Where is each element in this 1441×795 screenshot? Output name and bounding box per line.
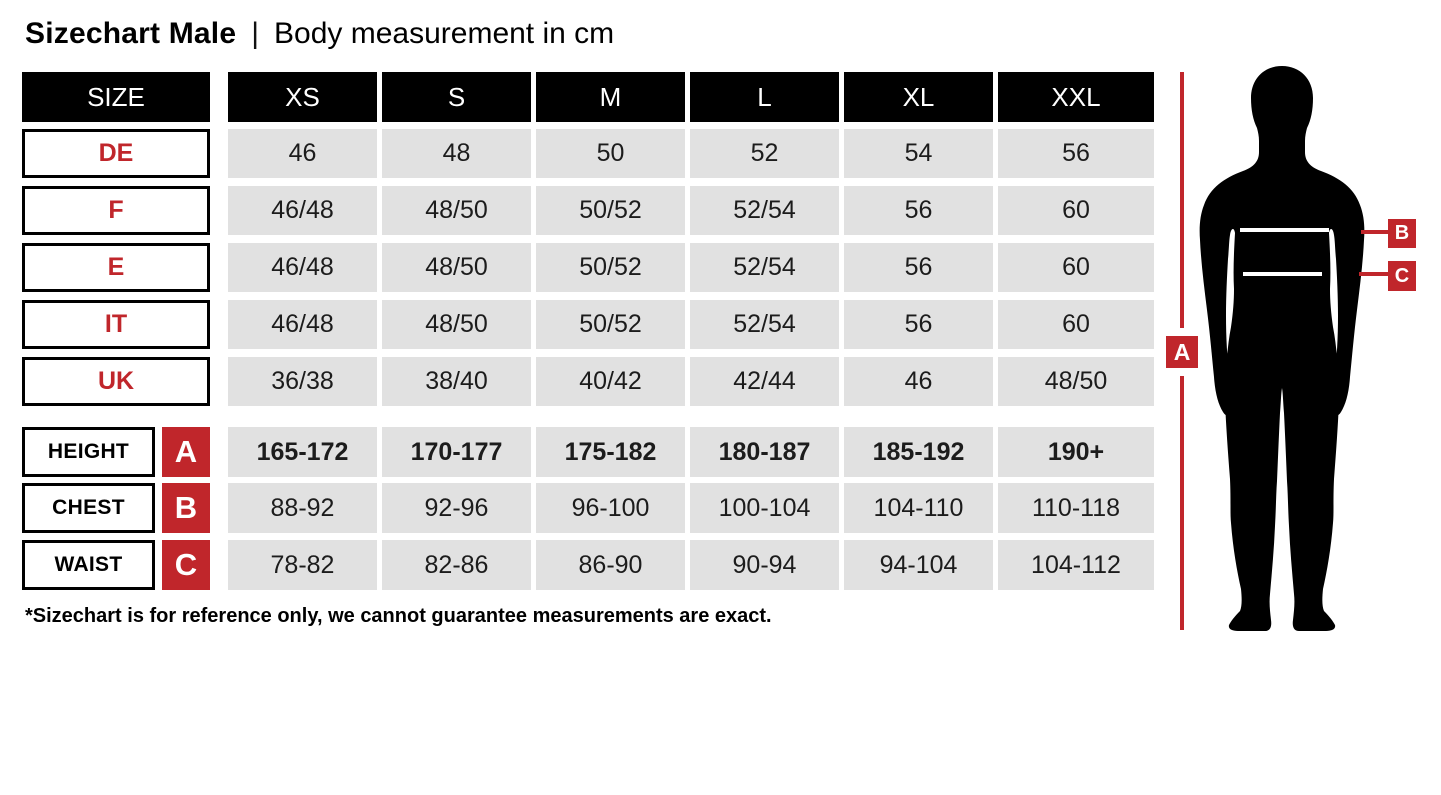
row-label-uk: UK (22, 357, 210, 406)
cell-uk-s: 38/40 (382, 357, 531, 406)
cell-chest-xs: 88-92 (228, 483, 377, 533)
cell-de-s: 48 (382, 129, 531, 178)
table-row-de: DE 46 48 50 52 54 56 (22, 129, 1154, 178)
title-main: Sizechart Male (25, 17, 237, 50)
cell-f-l: 52/54 (690, 186, 839, 235)
cell-uk-l: 42/44 (690, 357, 839, 406)
table-row-f: F 46/48 48/50 50/52 52/54 56 60 (22, 186, 1154, 235)
cell-height-m: 175-182 (536, 427, 685, 477)
cell-waist-l: 90-94 (690, 540, 839, 590)
cell-it-xxl: 60 (998, 300, 1154, 349)
cell-waist-xxl: 104-112 (998, 540, 1154, 590)
cell-waist-xs: 78-82 (228, 540, 377, 590)
row-label-e: E (22, 243, 210, 292)
cell-f-xs: 46/48 (228, 186, 377, 235)
cell-it-xl: 56 (844, 300, 993, 349)
cell-e-xs: 46/48 (228, 243, 377, 292)
title-subtitle: Body measurement in cm (274, 17, 615, 50)
cell-de-xxl: 56 (998, 129, 1154, 178)
table-row-uk: UK 36/38 38/40 40/42 42/44 46 48/50 (22, 357, 1154, 406)
row-label-it: IT (22, 300, 210, 349)
cell-e-m: 50/52 (536, 243, 685, 292)
chest-connector-line (1361, 230, 1388, 234)
cell-de-xl: 54 (844, 129, 993, 178)
cell-chest-s: 92-96 (382, 483, 531, 533)
row-label-chest: CHEST (22, 483, 155, 533)
chest-measure-line (1240, 228, 1329, 232)
cell-height-xxl: 190+ (998, 427, 1154, 477)
col-header-xxl: XXL (998, 72, 1154, 122)
col-header-xl: XL (844, 72, 993, 122)
cell-height-xl: 185-192 (844, 427, 993, 477)
cell-uk-xl: 46 (844, 357, 993, 406)
table-row-chest: CHEST B 88-92 92-96 96-100 100-104 104-1… (22, 483, 1154, 533)
cell-e-xxl: 60 (998, 243, 1154, 292)
cell-de-l: 52 (690, 129, 839, 178)
cell-f-m: 50/52 (536, 186, 685, 235)
body-silhouette-path (1199, 66, 1365, 631)
cell-uk-xxl: 48/50 (998, 357, 1154, 406)
cell-it-xs: 46/48 (228, 300, 377, 349)
cell-it-s: 48/50 (382, 300, 531, 349)
col-header-l: L (690, 72, 839, 122)
cell-f-xl: 56 (844, 186, 993, 235)
table-row-waist: WAIST C 78-82 82-86 86-90 90-94 94-104 1… (22, 540, 1154, 590)
size-header-cell: SIZE (22, 72, 210, 122)
cell-height-l: 180-187 (690, 427, 839, 477)
col-header-m: M (536, 72, 685, 122)
cell-f-xxl: 60 (998, 186, 1154, 235)
male-body-silhouette (1199, 66, 1365, 631)
cell-uk-m: 40/42 (536, 357, 685, 406)
table-row-e: E 46/48 48/50 50/52 52/54 56 60 (22, 243, 1154, 292)
waist-letter-badge: C (162, 540, 210, 590)
title-separator: | (251, 17, 260, 50)
waist-connector-line (1359, 272, 1388, 276)
cell-e-s: 48/50 (382, 243, 531, 292)
cell-height-s: 170-177 (382, 427, 531, 477)
cell-waist-xl: 94-104 (844, 540, 993, 590)
col-header-s: S (382, 72, 531, 122)
row-label-f: F (22, 186, 210, 235)
row-label-de: DE (22, 129, 210, 178)
cell-chest-xxl: 110-118 (998, 483, 1154, 533)
cell-f-s: 48/50 (382, 186, 531, 235)
cell-chest-m: 96-100 (536, 483, 685, 533)
cell-e-l: 52/54 (690, 243, 839, 292)
figure-height-label: A (1166, 336, 1198, 368)
cell-de-xs: 46 (228, 129, 377, 178)
cell-chest-l: 100-104 (690, 483, 839, 533)
cell-chest-xl: 104-110 (844, 483, 993, 533)
col-header-xs: XS (228, 72, 377, 122)
figure-chest-label: B (1388, 219, 1416, 248)
row-label-waist: WAIST (22, 540, 155, 590)
cell-it-m: 50/52 (536, 300, 685, 349)
table-row-it: IT 46/48 48/50 50/52 52/54 56 60 (22, 300, 1154, 349)
footnote-text: *Sizechart is for reference only, we can… (25, 605, 772, 627)
cell-de-m: 50 (536, 129, 685, 178)
cell-it-l: 52/54 (690, 300, 839, 349)
waist-measure-line (1243, 272, 1322, 276)
cell-e-xl: 56 (844, 243, 993, 292)
page-title: Sizechart Male | Body measurement in cm (25, 16, 614, 52)
chest-letter-badge: B (162, 483, 210, 533)
height-letter-badge: A (162, 427, 210, 477)
row-label-height: HEIGHT (22, 427, 155, 477)
cell-waist-s: 82-86 (382, 540, 531, 590)
table-row-height: HEIGHT A 165-172 170-177 175-182 180-187… (22, 427, 1154, 477)
cell-uk-xs: 36/38 (228, 357, 377, 406)
cell-waist-m: 86-90 (536, 540, 685, 590)
cell-height-xs: 165-172 (228, 427, 377, 477)
table-header-row: SIZE XS S M L XL XXL (22, 72, 1154, 122)
figure-waist-label: C (1388, 261, 1416, 291)
